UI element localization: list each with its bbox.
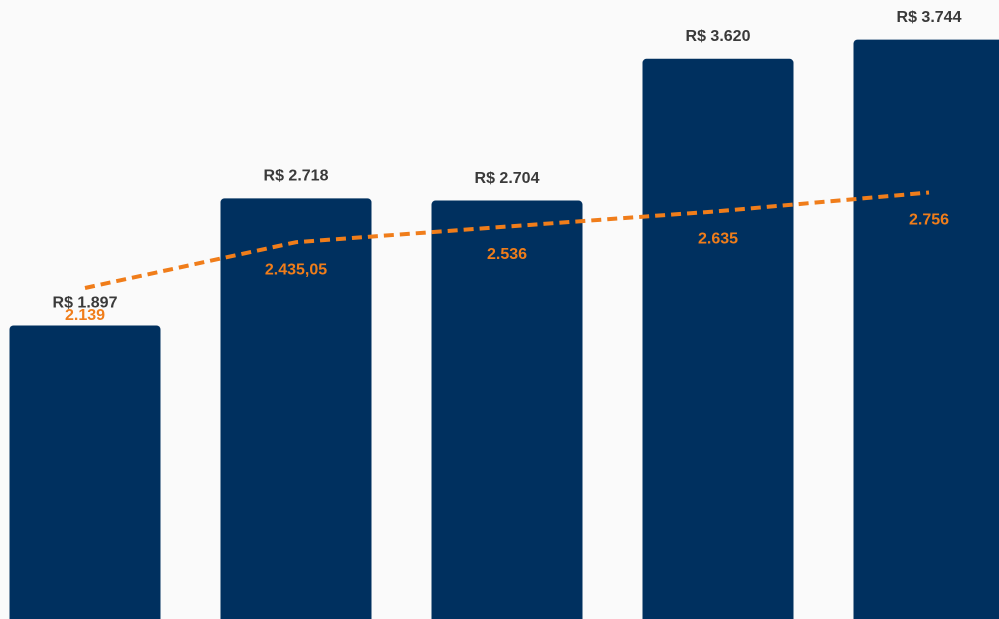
bar: [642, 58, 794, 619]
bar-value-label: R$ 3.744: [897, 9, 962, 26]
bar: [853, 39, 999, 619]
line-value-label: 2.756: [909, 212, 949, 229]
bar-value-label: R$ 2.718: [264, 168, 329, 185]
bar: [220, 198, 372, 619]
bar-value-label: R$ 2.704: [475, 170, 540, 187]
line-value-label: 2.139: [65, 307, 105, 324]
bar: [9, 325, 161, 619]
line-value-label: 2.536: [487, 246, 527, 263]
line-value-label: 2.435,05: [265, 261, 327, 278]
bar-value-label: R$ 1.897: [53, 295, 118, 312]
bar: [431, 200, 583, 619]
line-value-label: 2.635: [698, 230, 738, 247]
trend-line: [84, 190, 930, 290]
bar-value-label: R$ 3.620: [686, 28, 751, 45]
